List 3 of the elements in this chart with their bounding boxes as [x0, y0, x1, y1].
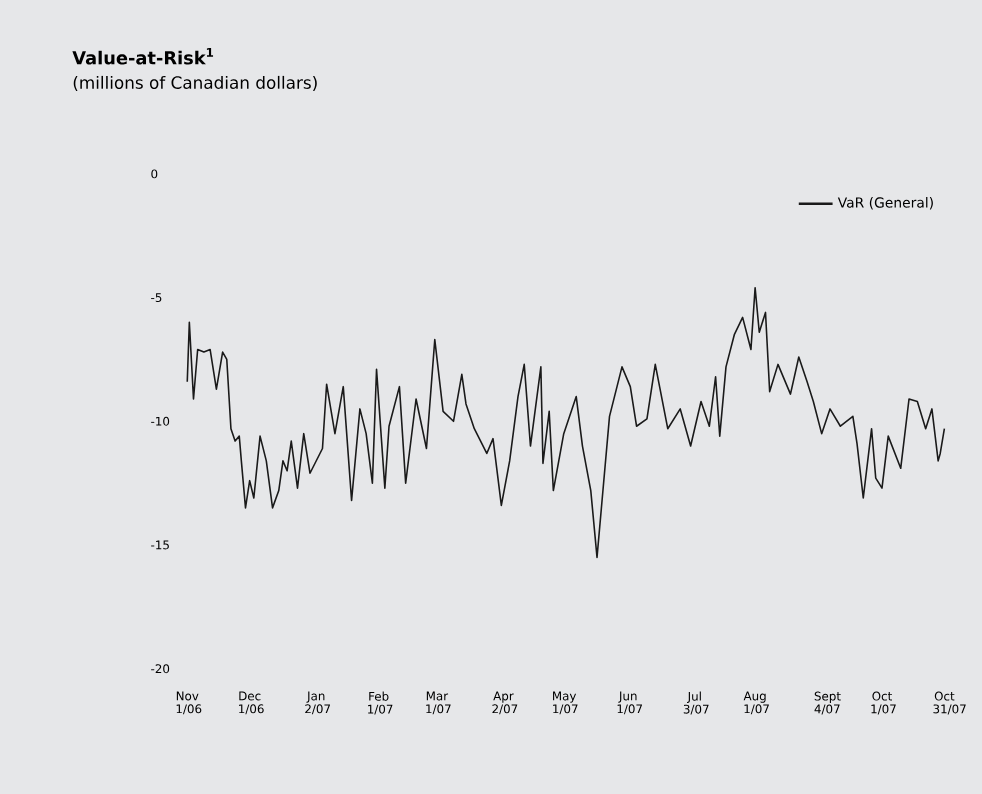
line-series — [186, 286, 946, 558]
chart-title: Value-at-Risk$^{1}$ — [72, 47, 214, 65]
chart-subtitle: (millions of Canadian dollars) — [73, 75, 317, 91]
